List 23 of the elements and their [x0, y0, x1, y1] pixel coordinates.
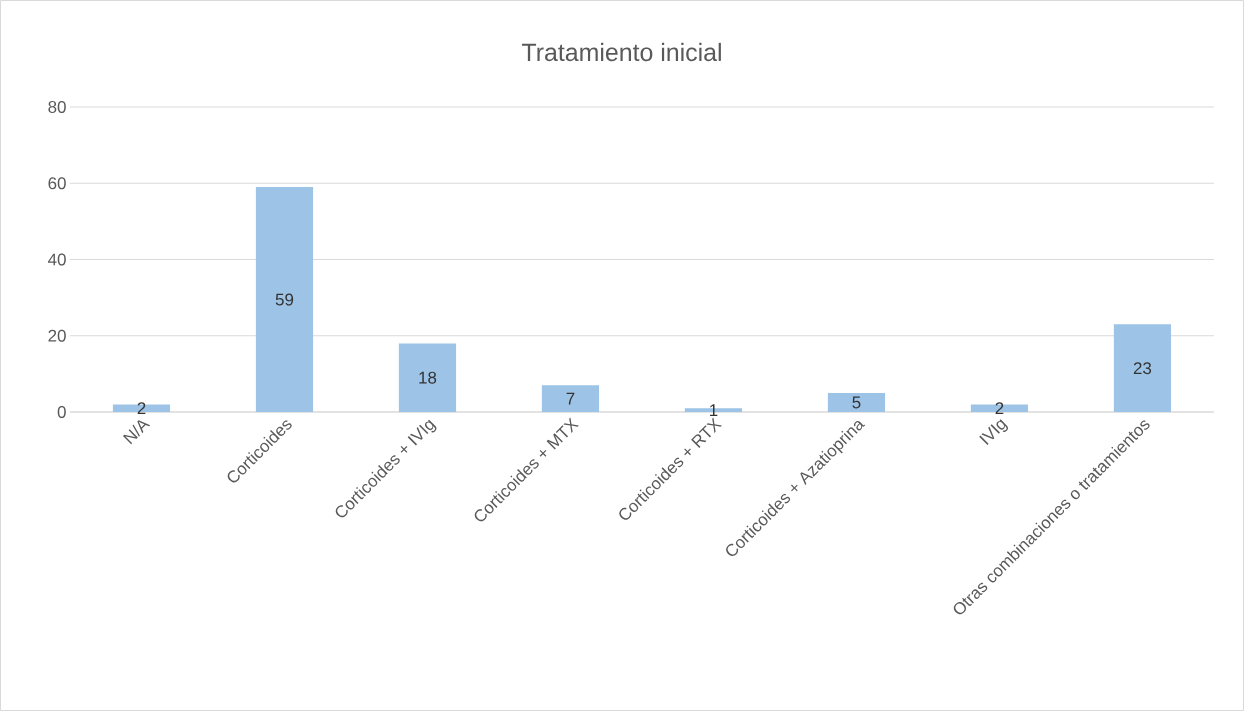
bar — [541, 385, 600, 412]
bar — [398, 343, 457, 412]
chart-title: Tratamiento inicial — [521, 42, 721, 62]
bar — [1113, 324, 1172, 412]
y-tick-label: 20 — [48, 329, 66, 342]
bar — [112, 404, 171, 412]
y-tick-label: 40 — [48, 253, 66, 266]
y-tick-label: 80 — [48, 101, 66, 113]
data-label: 7 — [566, 392, 575, 405]
bar — [255, 187, 314, 412]
bar — [970, 404, 1029, 412]
y-tick-label: 0 — [57, 406, 66, 418]
data-label: 1 — [710, 404, 718, 416]
y-tick-label: 60 — [48, 177, 66, 190]
bar — [827, 392, 886, 412]
data-label: 18 — [419, 371, 437, 384]
data-label: 2 — [995, 402, 1004, 415]
data-label: 2 — [137, 402, 146, 415]
data-label: 23 — [1133, 362, 1152, 375]
data-label: 5 — [852, 396, 861, 409]
data-label: 59 — [275, 293, 294, 306]
x-tick-label: IVIg — [979, 419, 1009, 445]
x-tick-label: N/A — [122, 420, 151, 445]
